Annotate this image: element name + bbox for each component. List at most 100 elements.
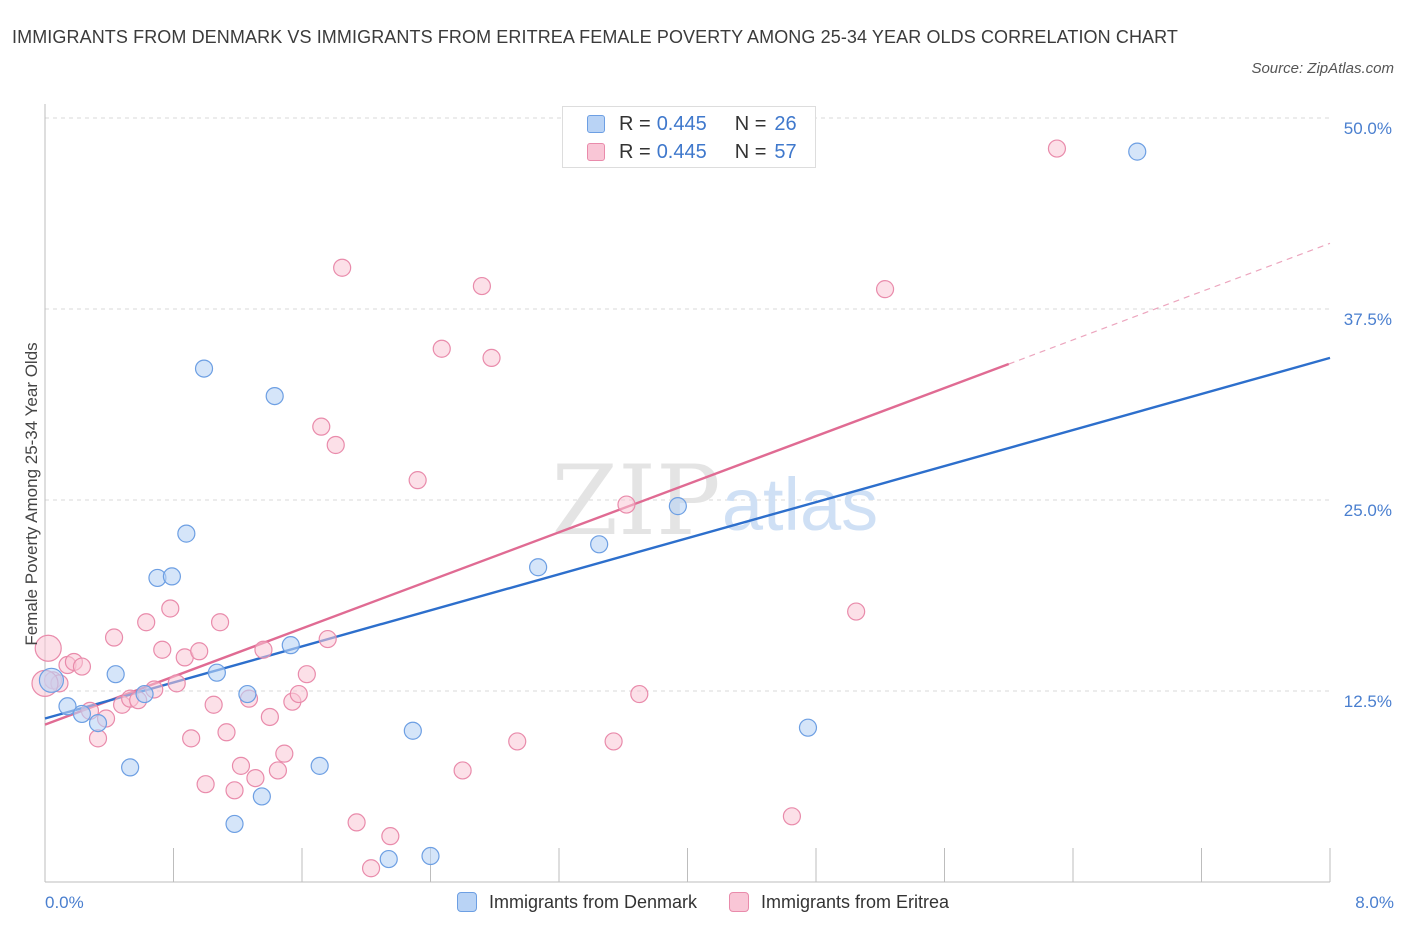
watermark-atlas: atlas bbox=[722, 463, 878, 546]
data-point-eritrea bbox=[482, 348, 501, 367]
data-point-eritrea bbox=[231, 756, 251, 775]
data-point-denmark bbox=[162, 567, 181, 586]
data-point-eritrea bbox=[782, 807, 802, 826]
chart-title: IMMIGRANTS FROM DENMARK VS IMMIGRANTS FR… bbox=[12, 27, 1179, 47]
data-point-denmark bbox=[88, 713, 108, 733]
data-point-eritrea bbox=[326, 435, 345, 455]
data-point-eritrea bbox=[472, 276, 491, 296]
data-point-eritrea bbox=[604, 732, 623, 751]
denmark-swatch bbox=[587, 115, 605, 133]
data-point-eritrea bbox=[210, 613, 230, 632]
data-point-eritrea bbox=[254, 640, 273, 659]
data-point-eritrea bbox=[453, 761, 472, 780]
data-point-eritrea bbox=[161, 599, 180, 618]
r-label: R = bbox=[619, 112, 651, 135]
data-point-eritrea bbox=[268, 761, 288, 780]
eritrea-swatch bbox=[587, 143, 605, 161]
data-point-eritrea bbox=[312, 417, 331, 436]
data-point-eritrea bbox=[318, 629, 337, 649]
data-point-eritrea bbox=[381, 827, 400, 846]
data-point-denmark bbox=[58, 697, 77, 716]
data-point-eritrea bbox=[182, 729, 201, 748]
data-point-eritrea bbox=[508, 732, 527, 751]
y-axis-label: Female Poverty Among 25-34 Year Olds bbox=[22, 342, 41, 645]
stats-row-denmark: R = 0.445 N = 26 bbox=[587, 110, 797, 138]
tick-labels: 12.5% 25.0% 37.5% 50.0% 0.0% 8.0% bbox=[45, 119, 1394, 912]
data-point-eritrea bbox=[875, 280, 895, 299]
data-point-eritrea bbox=[289, 684, 308, 704]
data-point-denmark bbox=[529, 558, 548, 577]
trend-line-denmark bbox=[44, 356, 1331, 720]
y-tick-label: 25.0% bbox=[1344, 501, 1392, 520]
data-point-denmark bbox=[38, 667, 65, 693]
axes bbox=[44, 104, 1331, 883]
x-tick-label-max: 8.0% bbox=[1355, 893, 1394, 912]
legend-label-eritrea: Immigrants from Eritrea bbox=[761, 891, 950, 912]
legend-item-eritrea[interactable]: Immigrants from Eritrea bbox=[729, 892, 949, 913]
data-point-eritrea bbox=[432, 339, 451, 358]
data-point-denmark bbox=[421, 846, 440, 866]
data-point-eritrea bbox=[167, 674, 186, 693]
grid-lines bbox=[45, 117, 1330, 692]
source-label: Source: ZipAtlas.com bbox=[1251, 60, 1394, 77]
data-point-eritrea bbox=[347, 813, 366, 832]
data-point-eritrea bbox=[34, 634, 62, 662]
data-point-denmark bbox=[590, 535, 609, 554]
data-point-denmark bbox=[121, 758, 140, 777]
data-point-denmark bbox=[403, 721, 422, 740]
data-point-eritrea bbox=[204, 695, 223, 714]
data-point-eritrea bbox=[137, 613, 156, 632]
data-point-eritrea bbox=[1047, 139, 1067, 158]
data-point-eritrea bbox=[153, 640, 172, 659]
data-point-denmark bbox=[281, 636, 300, 655]
eritrea-legend-swatch bbox=[729, 892, 749, 912]
stats-legend: R = 0.445 N = 26 R = 0.445 N = 57 bbox=[562, 106, 816, 168]
data-point-eritrea bbox=[196, 775, 215, 794]
n-label: N = bbox=[734, 112, 767, 135]
trend-line-eritrea-extension bbox=[1008, 242, 1331, 365]
legend-item-denmark[interactable]: Immigrants from Denmark bbox=[456, 891, 697, 913]
trend-line-eritrea bbox=[44, 362, 1010, 726]
data-point-eritrea bbox=[190, 642, 209, 661]
data-point-eritrea bbox=[104, 628, 124, 647]
data-point-eritrea bbox=[297, 665, 316, 684]
data-point-denmark bbox=[265, 386, 284, 406]
legend-label-denmark: Immigrants from Denmark bbox=[488, 891, 697, 912]
series-legend: Immigrants from Denmark Immigrants from … bbox=[0, 888, 1406, 916]
data-point-eritrea bbox=[333, 258, 352, 277]
data-point-denmark bbox=[106, 665, 125, 684]
data-point-eritrea bbox=[246, 768, 265, 788]
n-value: 57 bbox=[774, 140, 797, 163]
r-value: 0.445 bbox=[656, 112, 707, 135]
y-tick-label: 50.0% bbox=[1344, 119, 1392, 138]
data-point-eritrea bbox=[275, 744, 294, 763]
denmark-legend-swatch bbox=[456, 892, 477, 912]
data-point-denmark bbox=[310, 756, 329, 775]
watermark-zip: ZIP bbox=[551, 445, 720, 557]
data-point-eritrea bbox=[225, 781, 244, 800]
x-tick-label-min: 0.0% bbox=[45, 893, 84, 912]
data-point-denmark bbox=[194, 359, 214, 378]
data-point-denmark bbox=[1128, 142, 1147, 161]
data-point-denmark bbox=[379, 849, 398, 869]
data-point-denmark bbox=[207, 663, 226, 682]
data-point-eritrea bbox=[617, 495, 636, 514]
data-point-eritrea bbox=[408, 471, 427, 490]
trend-lines bbox=[44, 242, 1331, 726]
data-point-eritrea bbox=[88, 729, 108, 748]
data-point-eritrea bbox=[72, 657, 92, 676]
data-point-denmark bbox=[135, 684, 154, 704]
y-tick-label: 37.5% bbox=[1344, 310, 1392, 329]
n-label: N = bbox=[734, 140, 767, 163]
data-point-denmark bbox=[798, 718, 818, 737]
data-point-eritrea bbox=[260, 707, 279, 727]
r-label: R = bbox=[619, 140, 651, 163]
data-point-eritrea bbox=[361, 859, 381, 878]
data-point-denmark bbox=[72, 704, 92, 724]
data-point-eritrea bbox=[217, 723, 236, 742]
n-value: 26 bbox=[774, 112, 797, 135]
data-point-denmark bbox=[238, 684, 257, 704]
y-tick-label: 12.5% bbox=[1344, 692, 1392, 711]
data-point-denmark bbox=[225, 814, 244, 834]
